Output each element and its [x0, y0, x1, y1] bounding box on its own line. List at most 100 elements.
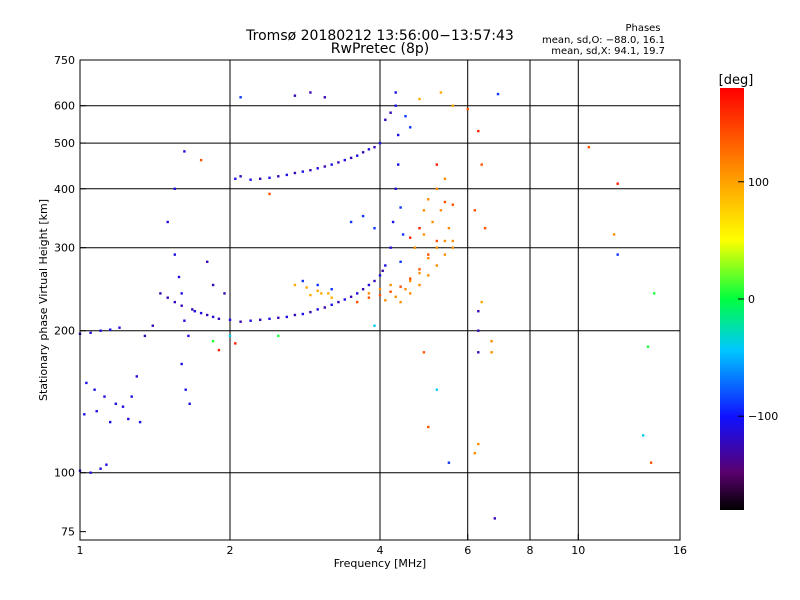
data-point: [466, 107, 469, 111]
data-point: [649, 461, 653, 464]
data-point: [384, 264, 387, 267]
data-point: [277, 175, 280, 178]
data-point: [435, 239, 438, 243]
data-point: [323, 165, 326, 168]
data-point: [399, 285, 402, 288]
data-point: [316, 283, 319, 287]
colorbar-ticks: 100 0 −100: [738, 176, 778, 423]
data-points: [78, 91, 656, 520]
data-point: [327, 292, 330, 295]
stats-line-o: mean, sd,O: −88.0, 16.1: [542, 35, 665, 46]
data-point: [373, 146, 376, 149]
data-point: [309, 293, 312, 297]
data-point: [389, 283, 392, 287]
data-point: [206, 313, 209, 317]
data-point: [361, 288, 365, 291]
data-point: [309, 169, 312, 172]
data-point: [191, 308, 194, 311]
data-point: [316, 308, 319, 311]
data-point: [473, 452, 476, 455]
data-point: [121, 405, 125, 408]
data-point: [418, 227, 421, 230]
data-point: [642, 434, 645, 437]
data-point: [496, 92, 500, 96]
x-tick-label: 4: [377, 544, 384, 557]
data-point: [418, 283, 421, 287]
x-tick-label: 1: [77, 544, 84, 557]
data-point: [409, 126, 412, 129]
data-point: [367, 283, 371, 287]
data-point: [451, 104, 454, 107]
x-tick-label: 10: [571, 544, 585, 557]
data-point: [330, 296, 333, 299]
data-point: [173, 300, 176, 304]
data-point: [435, 264, 438, 267]
data-point: [473, 209, 476, 212]
data-point: [130, 395, 133, 398]
data-point: [490, 340, 493, 343]
data-point: [480, 300, 483, 304]
data-point: [330, 288, 333, 291]
chart-subtitle: RwPretec (8p): [331, 41, 429, 57]
y-tick-label: 600: [54, 100, 75, 113]
data-point: [323, 306, 326, 309]
data-point: [389, 246, 392, 249]
data-point: [239, 320, 242, 323]
data-point: [293, 313, 297, 317]
data-point: [409, 292, 412, 295]
data-point: [285, 173, 288, 177]
data-point: [443, 253, 447, 256]
data-point: [477, 442, 480, 446]
data-point: [616, 182, 619, 185]
data-point: [114, 402, 117, 405]
x-tick-label: 2: [227, 544, 234, 557]
data-point: [435, 187, 438, 190]
data-point: [480, 163, 483, 166]
data-point: [343, 298, 346, 301]
data-point: [166, 220, 169, 224]
data-point: [399, 260, 402, 263]
data-point: [234, 177, 237, 180]
data-point: [127, 417, 130, 421]
data-point: [337, 300, 340, 304]
data-point: [301, 312, 304, 316]
data-point: [409, 277, 412, 280]
data-point: [85, 381, 88, 385]
data-point: [397, 133, 400, 137]
data-point: [268, 192, 271, 196]
data-point: [356, 154, 359, 157]
data-point: [447, 461, 451, 464]
y-tick-label: 200: [54, 325, 75, 338]
data-point: [378, 293, 382, 297]
data-point: [435, 163, 438, 166]
data-point: [135, 375, 138, 378]
data-point: [177, 275, 181, 279]
data-point: [443, 200, 447, 204]
data-point: [443, 239, 447, 243]
colorbar-tick-label: 0: [748, 293, 755, 306]
x-tick-label: 8: [527, 544, 534, 557]
data-point: [439, 209, 443, 212]
data-point: [320, 292, 323, 295]
y-tick-label: 750: [54, 54, 75, 67]
data-point: [173, 253, 176, 256]
data-point: [223, 292, 226, 295]
data-point: [404, 115, 407, 118]
data-point: [443, 177, 447, 180]
y-tick-label: 100: [54, 467, 75, 480]
data-point: [239, 175, 242, 178]
data-point: [427, 253, 430, 256]
data-point: [143, 334, 147, 338]
stats-heading: Phases: [625, 23, 660, 34]
data-point: [399, 300, 402, 304]
data-point: [211, 315, 215, 319]
data-point: [285, 315, 288, 319]
y-tick-label: 500: [54, 137, 75, 150]
data-point: [323, 96, 326, 99]
data-point: [180, 304, 183, 307]
data-point: [418, 271, 421, 275]
data-point: [89, 331, 92, 334]
data-point: [99, 467, 102, 470]
y-tick-label: 400: [54, 183, 75, 196]
data-point: [427, 425, 430, 429]
